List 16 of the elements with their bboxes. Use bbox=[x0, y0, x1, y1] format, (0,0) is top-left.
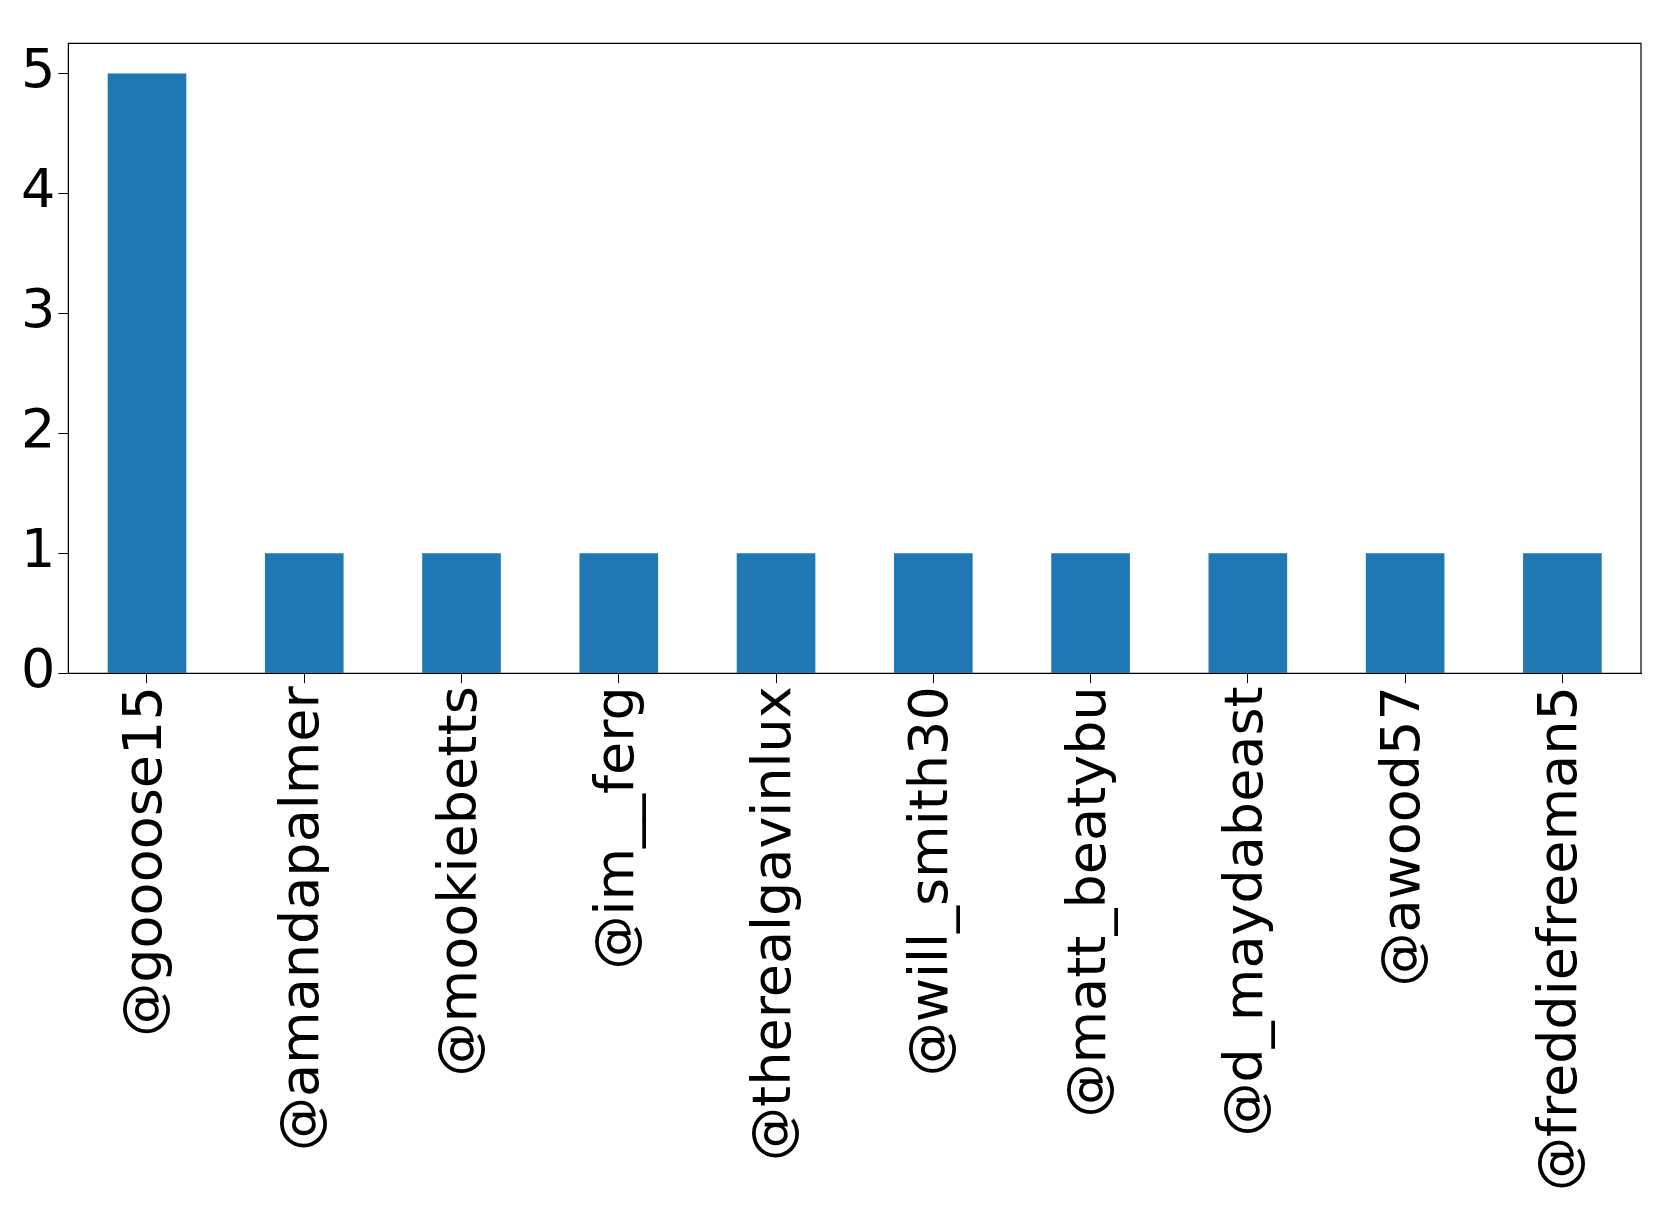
x-tick-label: @mookiebetts bbox=[425, 686, 489, 1077]
x-tick-label: @freddiefreeman5 bbox=[1526, 686, 1590, 1192]
y-tick-label: 1 bbox=[21, 517, 56, 581]
x-tick-label: @therealgavinlux bbox=[740, 686, 804, 1161]
x-tick-label: @matt_beatybu bbox=[1054, 686, 1118, 1118]
x-tick-label: @will_smith30 bbox=[897, 686, 961, 1077]
x-tick-label: @awood57 bbox=[1369, 686, 1433, 987]
x-tick-label: @goooose15 bbox=[111, 686, 175, 1037]
x-tick-label: @im__ferg bbox=[582, 686, 646, 970]
x-tick-label: @d_maydabeast bbox=[1211, 686, 1275, 1137]
y-tick-label: 3 bbox=[21, 277, 56, 341]
y-tick-label: 5 bbox=[21, 37, 56, 101]
y-tick-label: 0 bbox=[21, 637, 56, 701]
y-tick-label: 4 bbox=[21, 157, 56, 221]
x-tick-label: @amandapalmer bbox=[268, 685, 332, 1152]
y-tick-label: 2 bbox=[21, 397, 56, 461]
